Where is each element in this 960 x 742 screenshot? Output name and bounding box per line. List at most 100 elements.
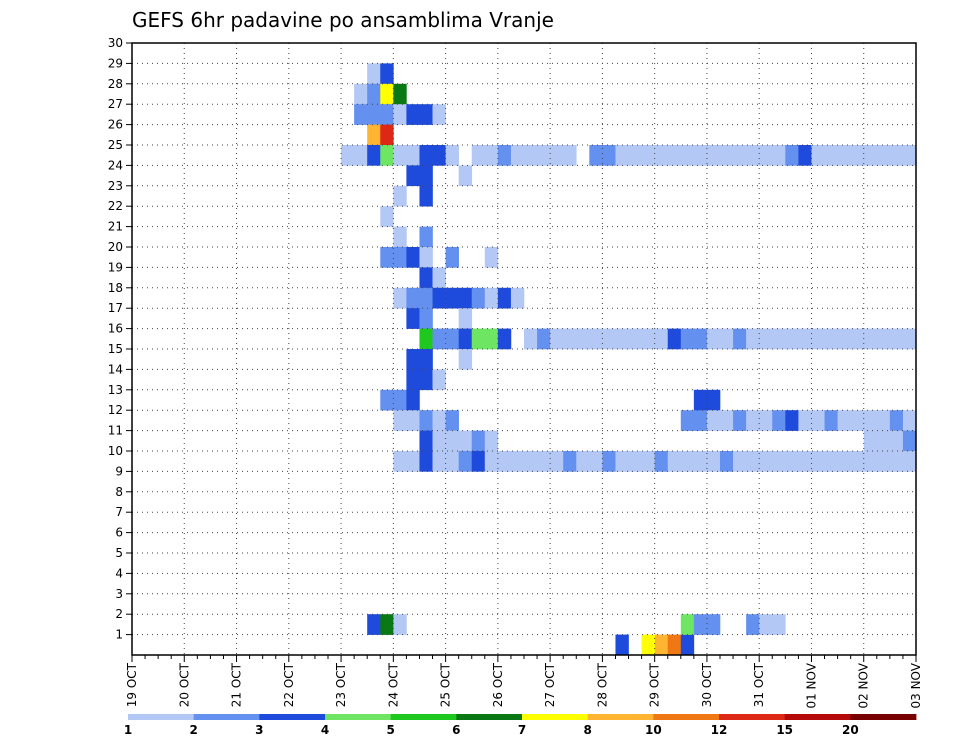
heatmap-cell bbox=[902, 451, 917, 472]
y-tick-label: 10 bbox=[108, 444, 123, 458]
y-tick-label: 5 bbox=[115, 546, 123, 560]
y-tick-label: 29 bbox=[108, 56, 123, 70]
heatmap-cell bbox=[759, 451, 773, 472]
heatmap-cell bbox=[680, 145, 695, 166]
y-tick-label: 14 bbox=[108, 362, 123, 376]
heatmap-cell bbox=[419, 287, 433, 309]
y-tick-label: 26 bbox=[108, 118, 123, 132]
x-axis-ticks: 19 OCT 20 OCT 21 OCT 22 OCT 23 OCT 24 OCT 25 O… bbox=[125, 655, 923, 709]
heatmap-cell bbox=[720, 145, 734, 166]
plot-frame bbox=[131, 42, 917, 656]
heatmap-cell bbox=[537, 451, 551, 472]
heatmap-cell bbox=[811, 328, 825, 350]
y-tick-label: 12 bbox=[108, 403, 123, 417]
heatmap-cell bbox=[406, 389, 420, 411]
heatmap-cell bbox=[876, 430, 891, 452]
heatmap-cell bbox=[458, 287, 473, 309]
heatmap-cell bbox=[693, 614, 708, 635]
heatmap-cell bbox=[419, 165, 433, 187]
heatmap-cell bbox=[484, 430, 499, 452]
heatmap-cell bbox=[341, 145, 355, 166]
heatmap-cell bbox=[367, 104, 381, 125]
heatmap-cell bbox=[772, 451, 786, 472]
heatmap-cell bbox=[563, 328, 577, 350]
y-tick-label: 27 bbox=[108, 97, 123, 111]
y-tick-label: 3 bbox=[115, 587, 123, 601]
heatmap-cell bbox=[680, 634, 695, 656]
colorbar-segment bbox=[784, 714, 851, 720]
heatmap-cell bbox=[393, 451, 407, 472]
x-tick-label: 24 OCT bbox=[386, 662, 400, 707]
heatmap-cell bbox=[354, 104, 368, 125]
heatmap-cell bbox=[628, 328, 642, 350]
heatmap-cell bbox=[889, 410, 904, 431]
heatmap-cell bbox=[393, 185, 407, 207]
heatmap-cell bbox=[419, 145, 433, 166]
y-tick-label: 11 bbox=[108, 424, 123, 438]
heatmap-cell bbox=[615, 328, 629, 350]
heatmap-cell bbox=[432, 145, 446, 166]
heatmap-cell bbox=[445, 145, 459, 166]
colorbar-segment bbox=[587, 714, 654, 720]
heatmap-cell bbox=[576, 328, 590, 350]
x-tick-label: 27 OCT bbox=[543, 662, 557, 707]
heatmap-cell bbox=[811, 410, 825, 431]
heatmap-cell bbox=[720, 410, 734, 431]
heatmap-cell bbox=[393, 247, 407, 268]
heatmap-cell bbox=[576, 451, 590, 472]
heatmap-cell bbox=[393, 145, 407, 166]
heatmap-cell bbox=[811, 451, 825, 472]
heatmap-cell bbox=[393, 410, 407, 431]
heatmap-cell bbox=[733, 451, 747, 472]
y-tick-label: 30 bbox=[108, 36, 123, 50]
grid-lines bbox=[132, 43, 917, 655]
colorbar-label: 15 bbox=[776, 723, 793, 737]
heatmap-cell bbox=[733, 145, 747, 166]
y-tick-label: 21 bbox=[108, 220, 123, 234]
heatmap-cell bbox=[406, 287, 420, 309]
heatmap-cell bbox=[759, 614, 773, 635]
heatmap-cell bbox=[667, 328, 682, 350]
heatmap-cell bbox=[432, 287, 446, 309]
heatmap-cell bbox=[537, 328, 551, 350]
heatmap-cell bbox=[615, 145, 629, 166]
heatmap-cell bbox=[824, 451, 838, 472]
x-tick-label: 02 NOV bbox=[857, 662, 871, 708]
heatmap-cell bbox=[524, 451, 538, 472]
heatmap-cell bbox=[720, 328, 734, 350]
heatmap-cell bbox=[484, 451, 499, 472]
heatmap-cell bbox=[406, 247, 420, 268]
heatmap-cell bbox=[863, 451, 878, 472]
heatmap-cell bbox=[524, 328, 538, 350]
heatmap-cell bbox=[367, 614, 381, 635]
heatmap-cell bbox=[550, 145, 564, 166]
y-tick-label: 16 bbox=[108, 322, 123, 336]
heatmap-cell bbox=[563, 145, 577, 166]
heatmap-cell bbox=[471, 451, 486, 472]
chart-title: GEFS 6hr padavine po ansamblima Vranje bbox=[132, 8, 554, 32]
heatmap-cell bbox=[759, 328, 773, 350]
heatmap-cell bbox=[406, 145, 420, 166]
heatmap-cell bbox=[902, 328, 917, 350]
heatmap-cell bbox=[628, 145, 642, 166]
heatmap-cell bbox=[824, 145, 838, 166]
heatmap-cell bbox=[876, 451, 891, 472]
colorbar-segment bbox=[325, 714, 392, 720]
y-tick-label: 7 bbox=[115, 505, 123, 519]
heatmap-cell bbox=[419, 267, 433, 289]
heatmap-cell bbox=[445, 451, 459, 472]
x-tick-label: 25 OCT bbox=[439, 662, 453, 707]
heatmap-cell bbox=[693, 389, 708, 411]
heatmap-cell bbox=[785, 451, 799, 472]
heatmap-cell bbox=[798, 410, 812, 431]
heatmap-cell bbox=[772, 410, 786, 431]
heatmap-cell bbox=[406, 104, 420, 125]
heatmap-cell bbox=[406, 165, 420, 187]
heatmap-cell bbox=[746, 328, 760, 350]
heatmap-cell bbox=[876, 410, 891, 431]
colorbar-segment bbox=[653, 714, 720, 720]
heatmap-cell bbox=[733, 410, 747, 431]
heatmap-cell bbox=[902, 145, 917, 166]
heatmap-cell bbox=[432, 267, 446, 289]
